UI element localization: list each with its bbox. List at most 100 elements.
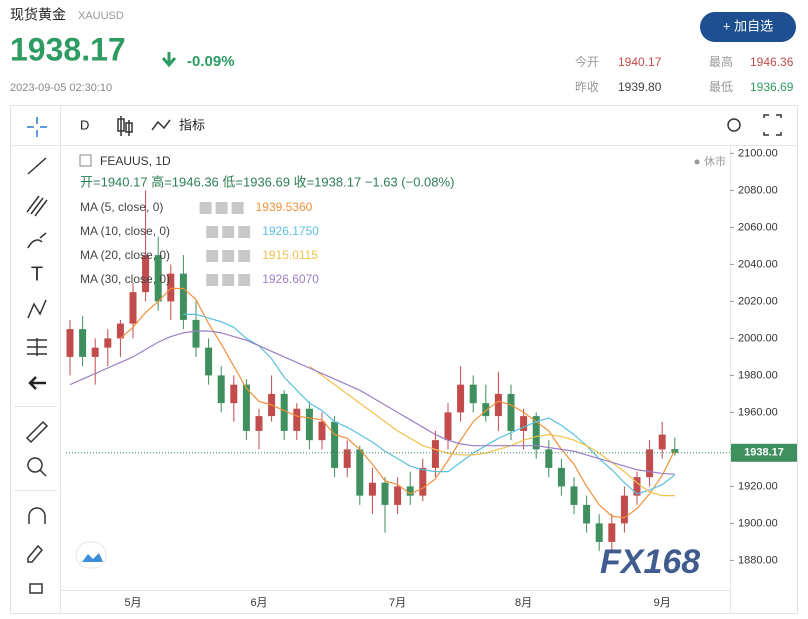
candle-body	[293, 408, 301, 431]
ma-button[interactable]	[222, 274, 235, 286]
stat-label: 今开	[575, 54, 599, 69]
candle-icon[interactable]	[117, 116, 133, 136]
candle-body	[394, 486, 402, 505]
watermark: FX168	[600, 543, 700, 581]
ma-button[interactable]	[199, 202, 212, 214]
y-tick-label: 1920.00	[738, 480, 778, 492]
down-arrow	[161, 52, 177, 68]
lock-tool[interactable]	[29, 583, 43, 594]
ma-value: 1926.6070	[262, 272, 319, 286]
ma-line	[120, 287, 676, 519]
candle-body	[129, 292, 137, 324]
x-tick-label: 6月	[250, 597, 267, 609]
last-price-label: 1938.17	[744, 447, 784, 459]
candle-body	[507, 393, 515, 431]
text-tool-icon[interactable]: T	[31, 263, 43, 285]
logo-icon	[82, 553, 103, 562]
ma-button[interactable]	[222, 226, 235, 238]
indicator-icon[interactable]	[151, 119, 171, 131]
ma-button[interactable]	[231, 202, 244, 214]
y-tick-label: 1980.00	[738, 369, 778, 381]
status: 休市	[704, 154, 726, 168]
ma-button[interactable]	[222, 250, 235, 262]
y-tick-label: 2080.00	[738, 184, 778, 196]
drawing-tools: T	[14, 117, 107, 594]
candle-body	[343, 449, 351, 468]
candle-body	[280, 393, 288, 431]
ma-line	[183, 313, 676, 495]
fork-tool[interactable]	[26, 195, 48, 217]
y-tick-label: 2100.00	[738, 147, 778, 159]
y-tick-label: 2000.00	[738, 332, 778, 344]
back-tool[interactable]	[28, 376, 46, 390]
ma-value: 1926.1750	[262, 224, 319, 238]
candle-body	[444, 412, 452, 441]
candle-body	[545, 449, 553, 468]
candle-body	[583, 504, 591, 524]
crosshair-tool[interactable]	[27, 117, 47, 137]
candle-body	[242, 384, 250, 431]
ma-button[interactable]	[215, 202, 228, 214]
candle-body	[620, 495, 628, 524]
symbol-label: FEAUUS, 1D	[100, 154, 171, 168]
indicators[interactable]: 指标	[179, 117, 205, 132]
stat-value: 1939.80	[618, 80, 662, 94]
ma-line	[309, 365, 675, 497]
candle-body	[595, 523, 603, 542]
ma-button[interactable]	[238, 250, 251, 262]
ma-button[interactable]	[206, 250, 219, 262]
ruler-tool[interactable]	[25, 420, 49, 444]
settings-icon[interactable]	[727, 118, 741, 132]
stat-label: 最低	[709, 80, 733, 94]
candle-body	[142, 255, 150, 293]
zoom-tool[interactable]	[27, 457, 43, 473]
stat-value: 1946.36	[750, 55, 794, 69]
stat-value: 1936.69	[750, 80, 794, 94]
candle-body	[331, 421, 339, 468]
fullscreen-icon[interactable]	[763, 114, 782, 136]
y-tick-label: 1900.00	[738, 517, 778, 529]
ma-value: 1939.5360	[256, 200, 313, 214]
candle-body	[305, 408, 313, 441]
code: XAUUSD	[78, 10, 124, 22]
candle-body	[66, 329, 74, 357]
candle-body	[658, 434, 666, 450]
magnet-tool[interactable]	[28, 507, 46, 524]
ma-name: MA (5, close, 0)	[80, 200, 163, 214]
y-tick-label: 2060.00	[738, 221, 778, 233]
add-button[interactable]	[700, 12, 796, 42]
stat-label: 最高	[709, 54, 733, 69]
interval[interactable]: D	[80, 117, 89, 132]
time: 2023-09-05 02:30:10	[10, 82, 112, 94]
y-tick-label: 1880.00	[738, 554, 778, 566]
x-tick-label: 7月	[389, 597, 406, 609]
lock-draw-tool[interactable]	[27, 544, 44, 563]
candle-body	[381, 482, 389, 505]
stat-label: 昨收	[575, 80, 599, 94]
candle-body	[318, 421, 326, 441]
x-tick-label: 8月	[515, 597, 532, 609]
ma-button[interactable]	[206, 274, 219, 286]
logo-button[interactable]	[75, 541, 107, 569]
price: 1938.17	[10, 31, 126, 67]
add-button-label[interactable]: + 加自选	[723, 18, 773, 33]
ma-button[interactable]	[206, 226, 219, 238]
candle-body	[230, 384, 238, 404]
candle-body	[646, 449, 654, 478]
ma-name: MA (20, close, 0)	[80, 248, 170, 262]
ma-button[interactable]	[238, 226, 251, 238]
candle-body	[557, 467, 565, 487]
collapse-icon[interactable]	[79, 154, 92, 167]
stat-value: 1940.17	[618, 55, 662, 69]
pattern-tool[interactable]	[27, 299, 47, 319]
ma-button[interactable]	[238, 274, 251, 286]
brush-tool[interactable]	[27, 232, 47, 249]
candle-body	[368, 482, 376, 496]
candle-body	[633, 477, 641, 496]
prediction-tool[interactable]	[27, 338, 47, 356]
ohlc-text: 开=1940.17 高=1946.36 低=1936.69 收=1938.17 …	[80, 174, 454, 189]
line-tool[interactable]	[27, 157, 47, 175]
candle-body	[419, 467, 427, 496]
